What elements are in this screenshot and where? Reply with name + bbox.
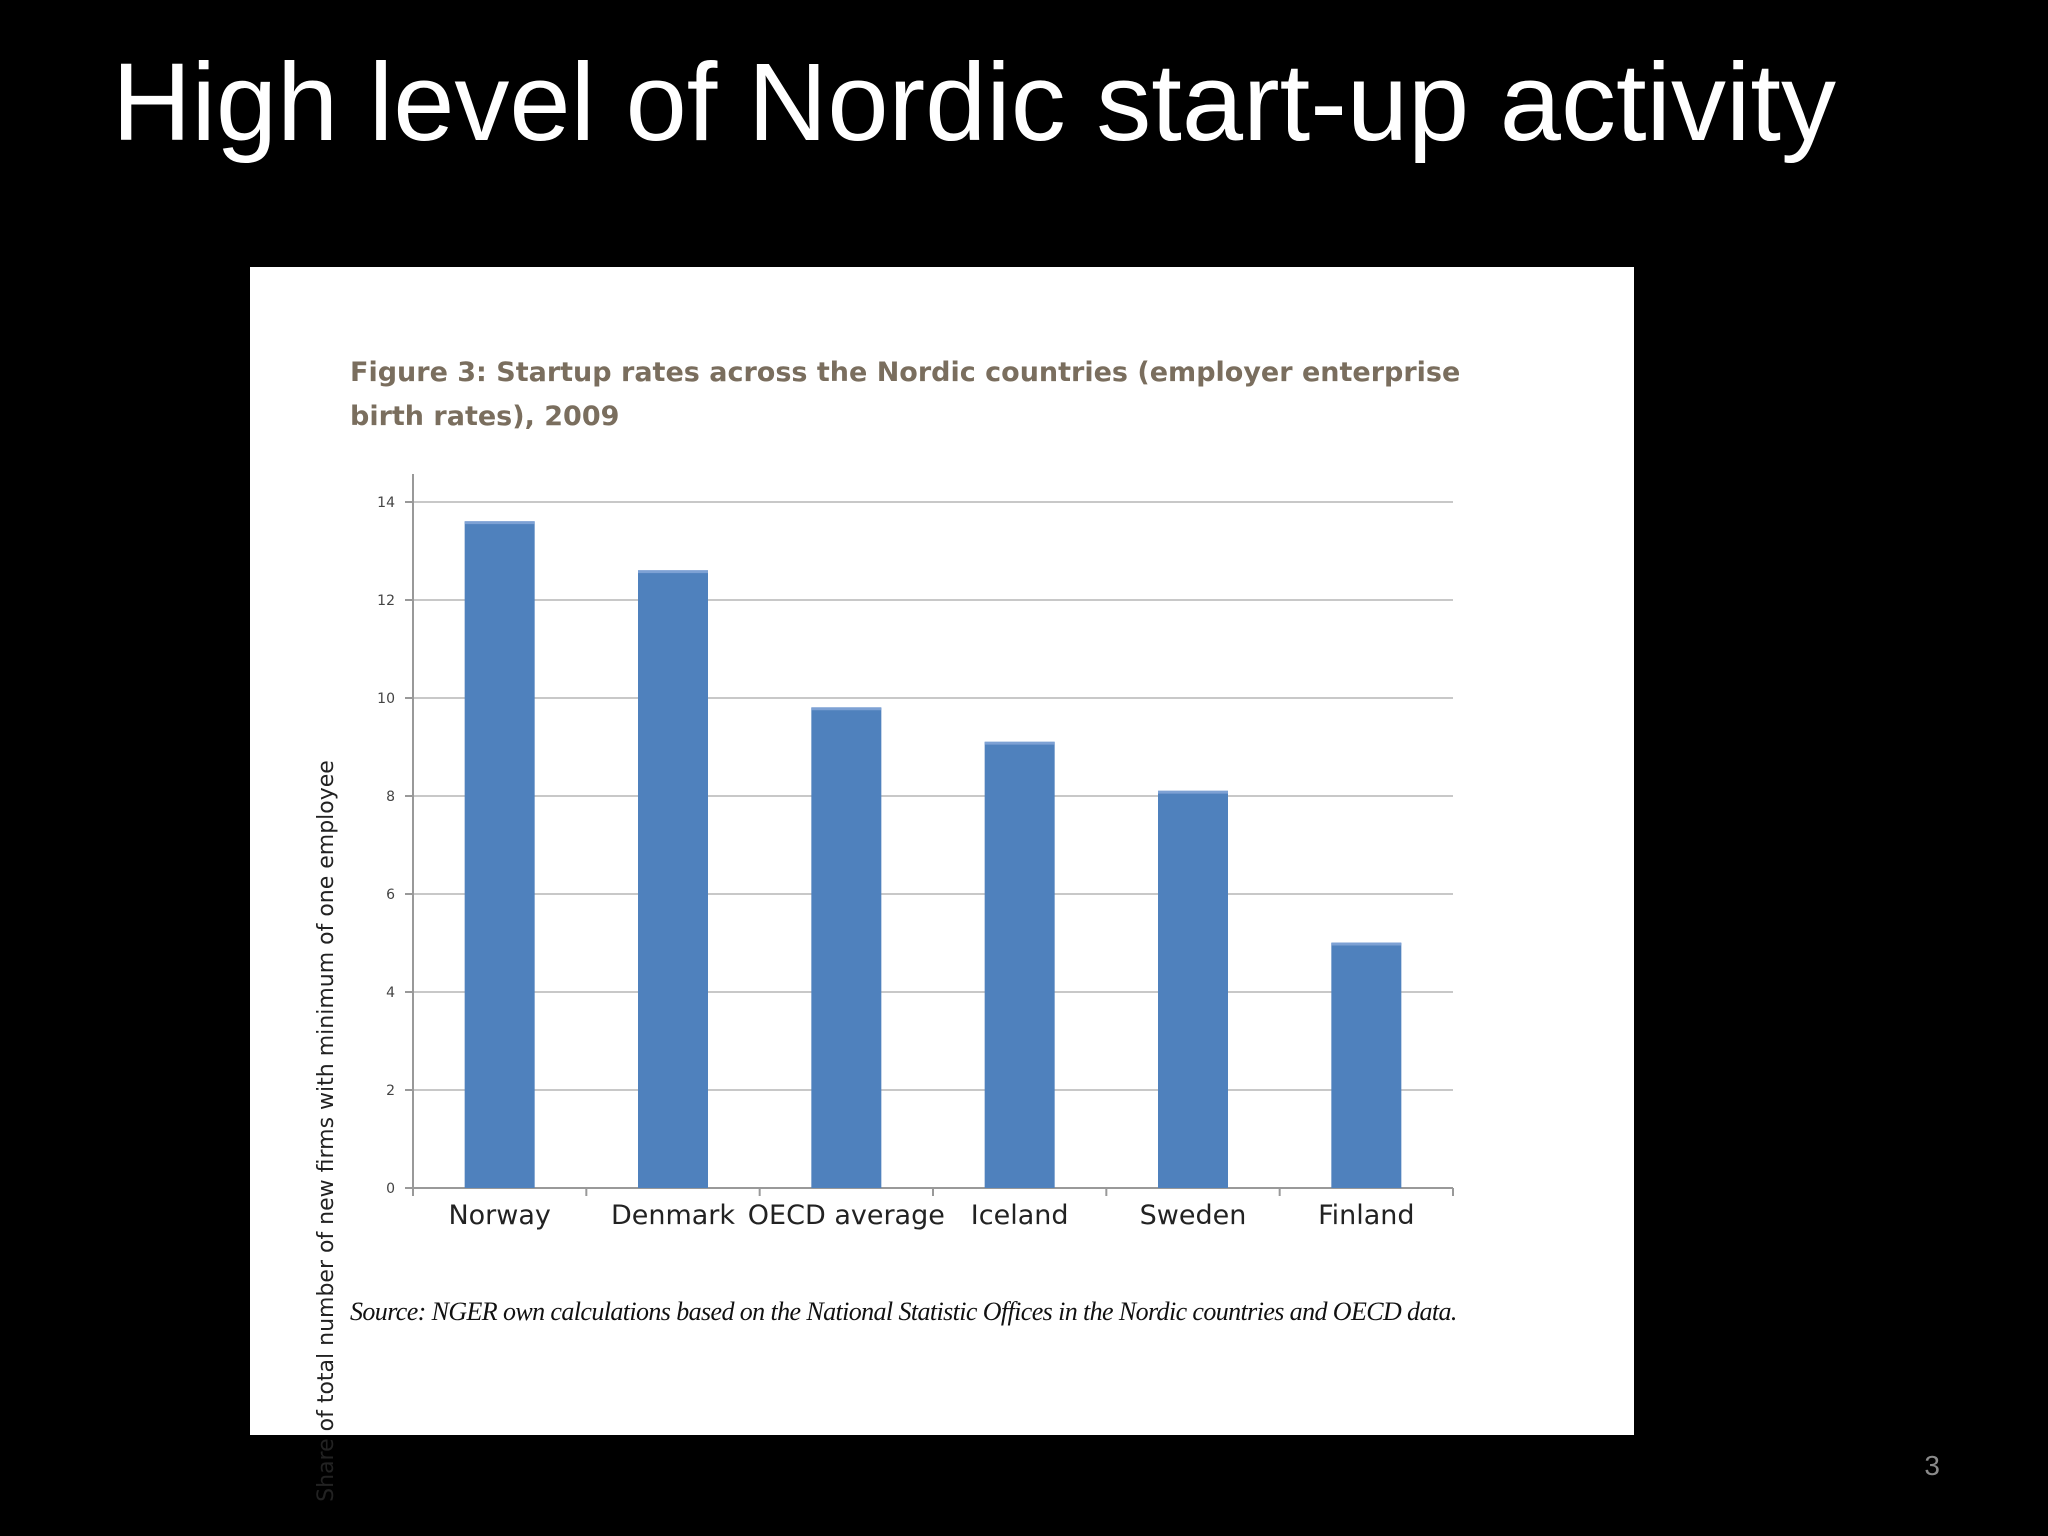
y-tick-label: 6: [386, 887, 395, 903]
bar-sweden: [1158, 791, 1228, 1188]
slide-number: 3: [1924, 1450, 1940, 1481]
slide-title: High level of Nordic start-up activity: [112, 41, 1836, 164]
x-category-label: OECD average: [748, 1200, 945, 1231]
bar-finland: [1331, 943, 1402, 1188]
bar-denmark: [638, 570, 708, 1188]
x-category-label: Sweden: [1140, 1200, 1247, 1231]
y-tick-label: 8: [386, 789, 395, 805]
x-category-label: Norway: [448, 1200, 550, 1231]
figure-panel: Figure 3: Startup rates across the Nordi…: [250, 267, 1634, 1502]
x-category-label: Denmark: [611, 1200, 735, 1231]
source-note: Source: NGER own calculations based on t…: [350, 1297, 1457, 1326]
bar-chart: 0 2 4 6 8 10 12 14 Norway Denmark OECD average Icel…: [377, 474, 1454, 1231]
y-tick-label: 2: [386, 1083, 395, 1099]
x-category-label: Finland: [1318, 1200, 1414, 1231]
bar-oecd-average: [811, 707, 882, 1188]
bar-iceland: [984, 742, 1055, 1188]
y-tick-label: 0: [386, 1181, 395, 1197]
bar-norway: [464, 521, 535, 1188]
y-tick-label: 4: [386, 985, 395, 1001]
x-category-label: Iceland: [971, 1200, 1069, 1231]
y-tick-label: 12: [377, 593, 395, 609]
figure-caption: Figure 3: Startup rates across the Nordi…: [350, 357, 1461, 432]
y-tick-label: 10: [377, 691, 395, 707]
y-tick-label: 14: [377, 495, 395, 511]
